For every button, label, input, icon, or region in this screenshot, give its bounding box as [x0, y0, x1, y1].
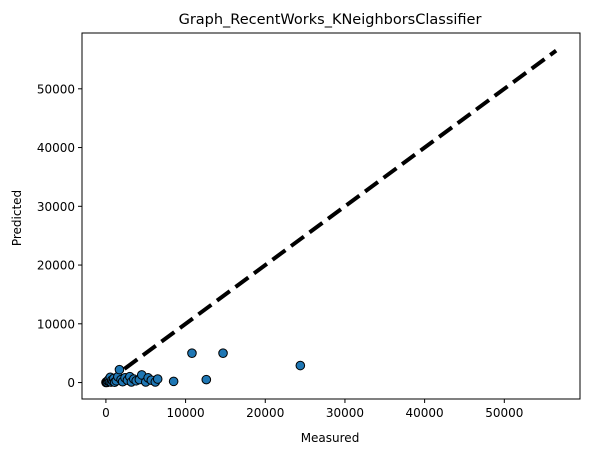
x-tick-label: 10000 — [166, 406, 204, 420]
plot-frame — [81, 32, 581, 400]
data-point — [114, 364, 125, 375]
data-point — [201, 374, 212, 385]
data-point — [187, 348, 197, 358]
y-tick-label: 50000 — [37, 82, 75, 96]
y-axis-title: Predicted — [10, 190, 24, 246]
data-point — [295, 360, 306, 371]
y-tick-label: 0 — [67, 376, 75, 390]
y-tick-label: 30000 — [37, 200, 75, 214]
x-tick-label: 0 — [102, 406, 110, 420]
chart-title: Graph_RecentWorks_KNeighborsClassifier — [179, 12, 482, 28]
x-tick-label: 20000 — [246, 406, 284, 420]
x-axis-title: Measured — [301, 431, 360, 445]
reference-line — [104, 49, 558, 385]
x-tick-label: 40000 — [406, 406, 444, 420]
y-tick-label: 10000 — [37, 317, 75, 331]
x-tick-label: 50000 — [485, 406, 523, 420]
data-point — [152, 374, 163, 384]
x-tick-label: 30000 — [326, 406, 364, 420]
data-point — [168, 376, 179, 387]
y-tick-label: 20000 — [37, 259, 75, 273]
data-point — [218, 348, 228, 358]
y-tick-label: 40000 — [37, 141, 75, 155]
